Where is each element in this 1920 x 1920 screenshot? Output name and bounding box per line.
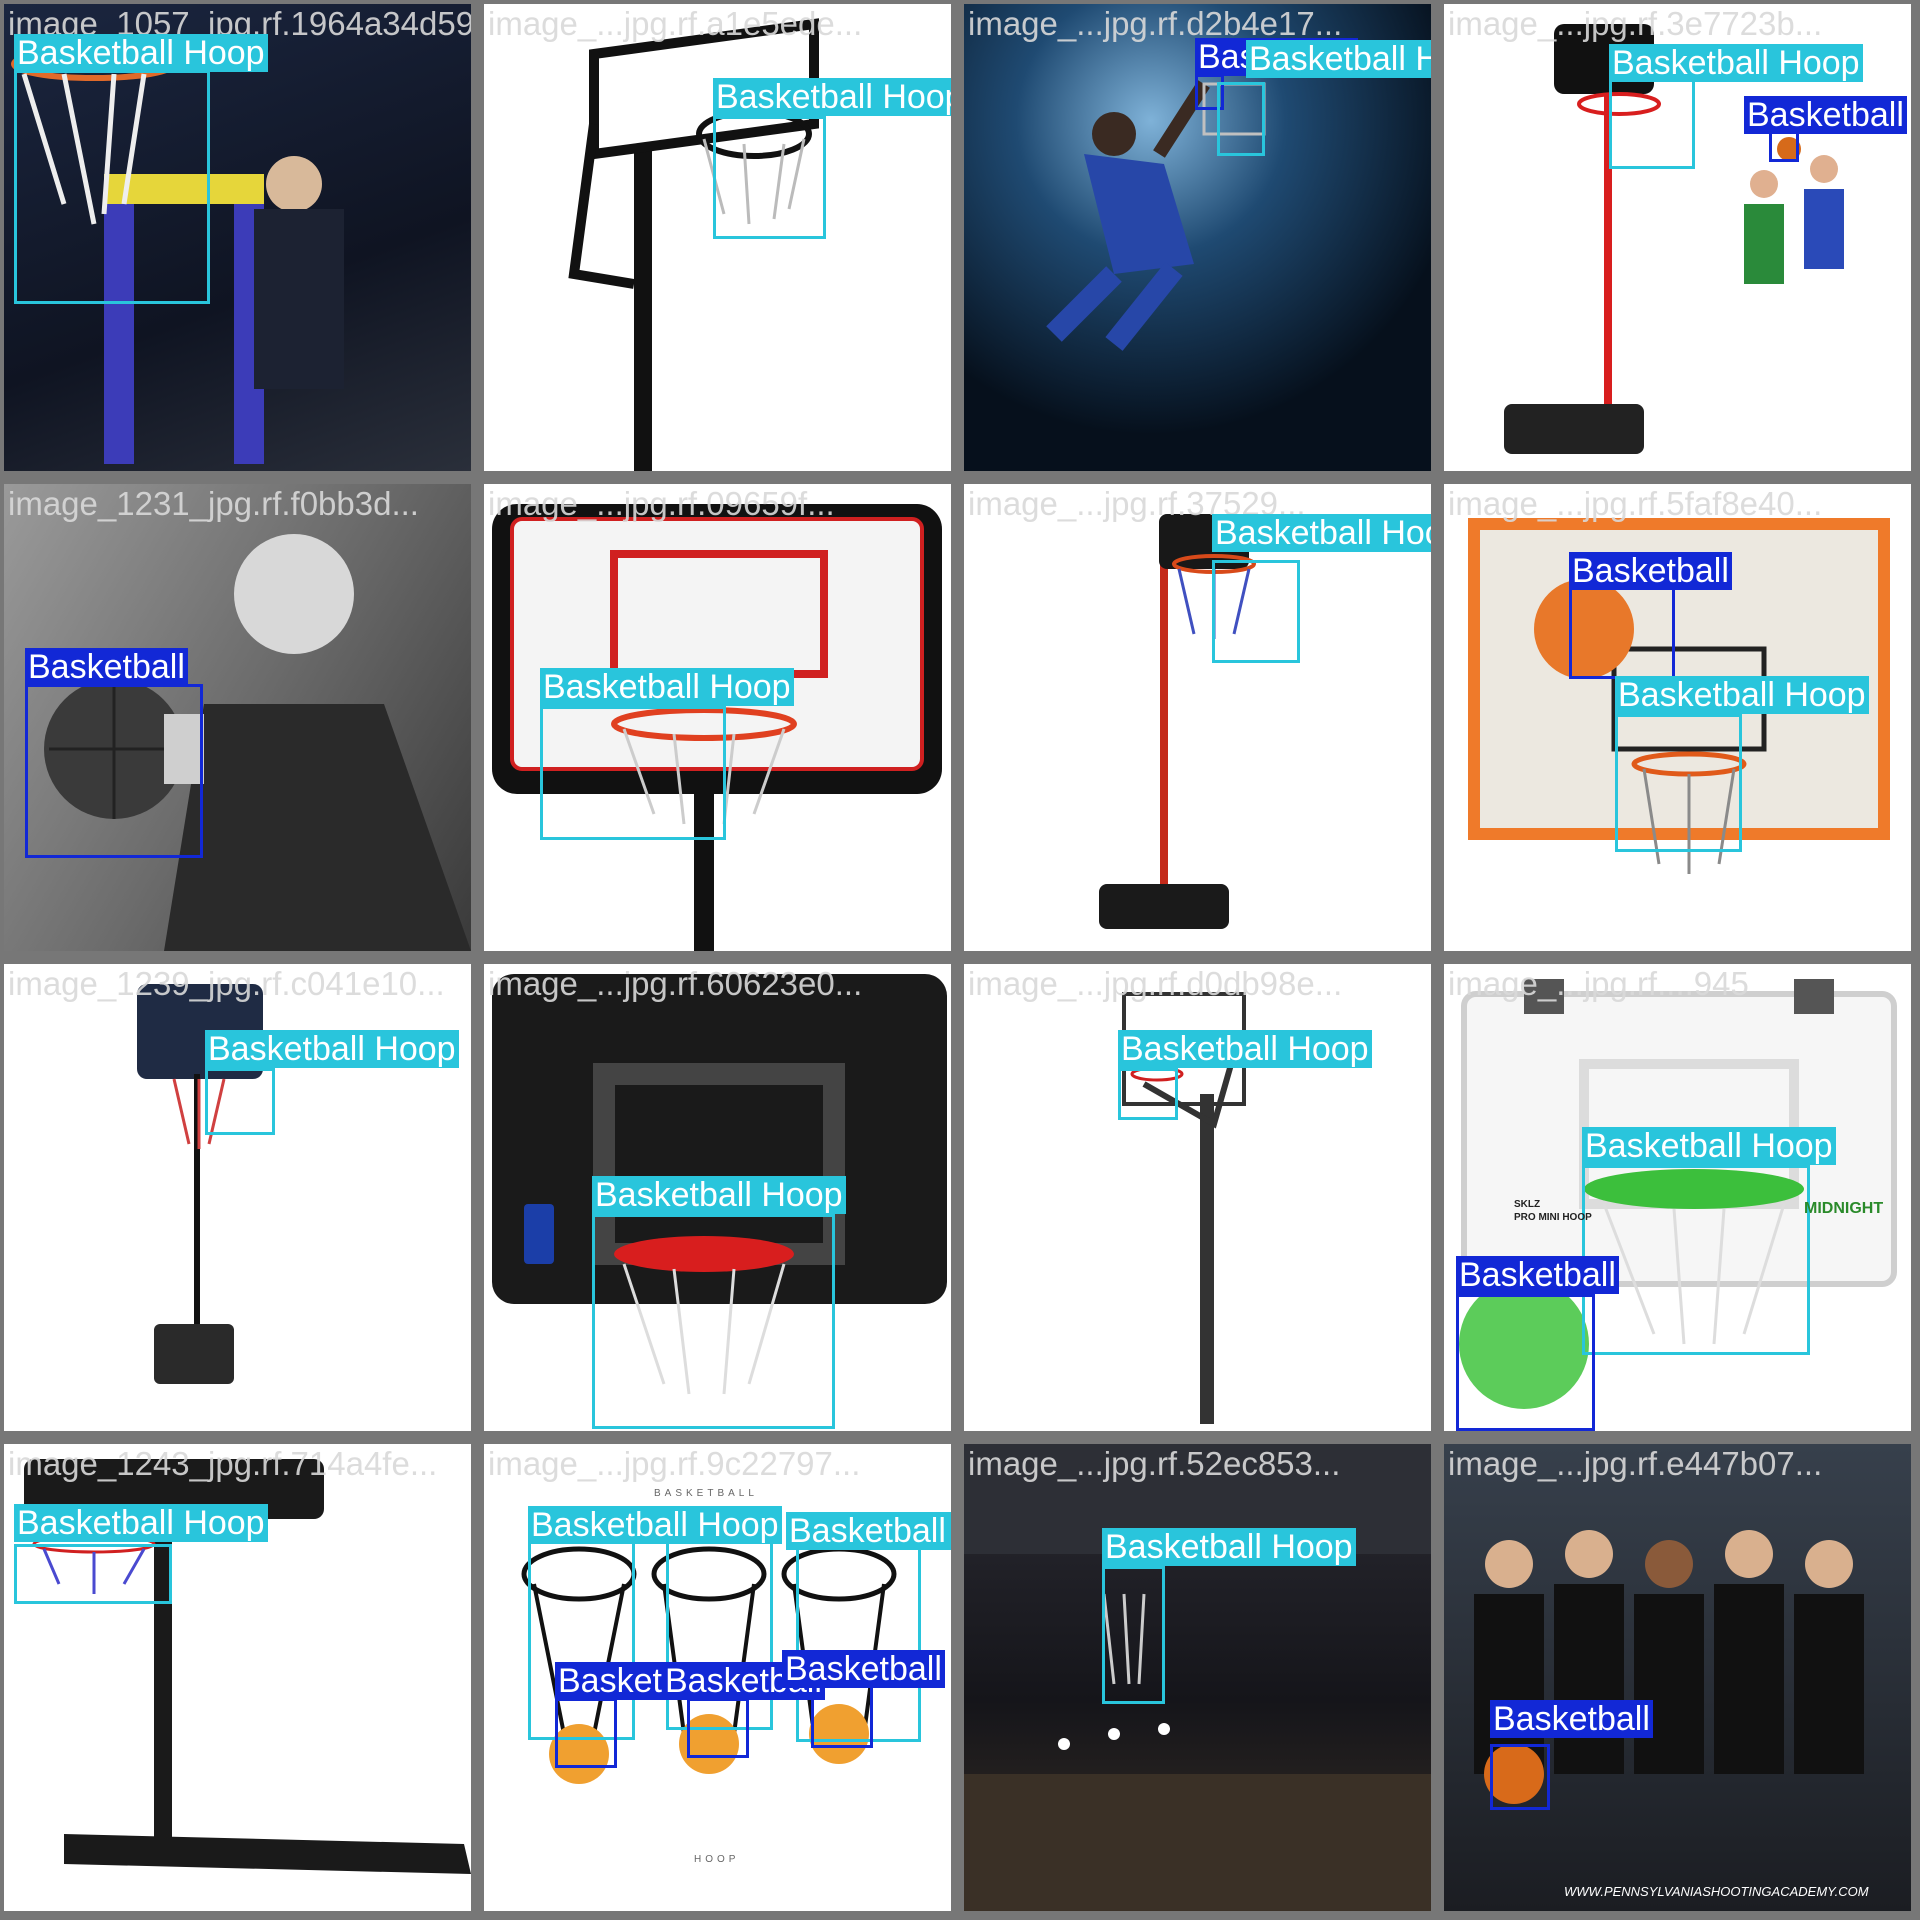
tile-9: image_1239_jpg.rf.c041e10... Basketball … bbox=[4, 964, 471, 1431]
tile-8-filename: image_...jpg.rf.5faf8e40... bbox=[1448, 485, 1823, 522]
hoop-label: Basketball Hoop bbox=[205, 1030, 459, 1068]
tile-3-scene bbox=[1046, 80, 1266, 351]
basketball-label: Basketball bbox=[1490, 1700, 1653, 1738]
hoop-label: Basketball Hoop bbox=[1102, 1528, 1356, 1566]
tile-16: image_...jpg.rf.e447b07... Basketball WW… bbox=[1444, 1444, 1911, 1911]
hoop-label: Basketball Hoop bbox=[14, 1504, 268, 1542]
tile-5: image_1231_jpg.rf.f0bb3d... Basketball bbox=[4, 484, 471, 951]
basketball-box bbox=[1456, 1294, 1595, 1431]
hoop-box bbox=[1615, 714, 1742, 852]
tile-13-filename: image_1243_jpg.rf.714a4fe... bbox=[8, 1445, 438, 1482]
hoop-label: Basketball Hoop bbox=[540, 668, 794, 706]
basketball-label: Basketball bbox=[1744, 96, 1907, 134]
basketball-box bbox=[1490, 1744, 1550, 1810]
hoop-label: Basketball Hoop bbox=[528, 1506, 782, 1544]
tile-15-filename: image_...jpg.rf.52ec853... bbox=[968, 1445, 1341, 1482]
tile-15-scene bbox=[964, 1444, 1431, 1911]
tile-5-scene bbox=[44, 534, 471, 951]
hoop-box bbox=[1102, 1566, 1165, 1704]
basketball-box bbox=[25, 684, 203, 858]
tile-1: image_1057_jpg.rf.1964a34d59a9e7d6548f..… bbox=[4, 4, 471, 471]
tile-12-filename: image_...jpg.rf....945 bbox=[1448, 965, 1749, 1002]
tile-4: image_...jpg.rf.3e7723b... Basketball Ho… bbox=[1444, 4, 1911, 471]
basketball-label: Basketball bbox=[1569, 552, 1732, 590]
hoop-box bbox=[14, 70, 210, 304]
tile-14-filename: image_...jpg.rf.9c22797... bbox=[488, 1445, 861, 1482]
basketball-box bbox=[555, 1698, 617, 1768]
hoop-box bbox=[14, 1544, 172, 1604]
hoop-label: Basketball Hoop bbox=[786, 1512, 951, 1550]
tile-14: image_...jpg.rf.9c22797... BASKETBALL HO… bbox=[484, 1444, 951, 1911]
hoop-label: Basketball Hoop bbox=[1246, 40, 1431, 78]
poster-title: BASKETBALL bbox=[654, 1488, 758, 1499]
tile-16-scene bbox=[1474, 1530, 1864, 1804]
tile-9-scene bbox=[137, 984, 263, 1384]
tile-10: image_...jpg.rf.60623e0... Basketball Ho… bbox=[484, 964, 951, 1431]
tile-7-scene bbox=[1099, 514, 1256, 929]
basketball-label: Basketball bbox=[1456, 1256, 1619, 1294]
tile-16-filename: image_...jpg.rf.e447b07... bbox=[1448, 1445, 1823, 1482]
hoop-box bbox=[592, 1214, 835, 1429]
hoop-label: Basketball Hoop bbox=[1212, 514, 1431, 552]
basketball-box bbox=[687, 1698, 749, 1758]
basketball-label: Basketball bbox=[782, 1650, 945, 1688]
hoop-box bbox=[1212, 560, 1300, 663]
tile-9-filename: image_1239_jpg.rf.c041e10... bbox=[8, 965, 445, 1002]
hoop-label: Basketball Hoop bbox=[592, 1176, 846, 1214]
poster-footer: HOOP bbox=[694, 1854, 740, 1865]
tile-3-filename: image_...jpg.rf.d2b4e17... bbox=[968, 5, 1343, 42]
tile-15: image_...jpg.rf.52ec853... Basketball Ho… bbox=[964, 1444, 1431, 1911]
tile-3: image_...jpg.rf.d2b4e17... Basketball Ba… bbox=[964, 4, 1431, 471]
tile-12: image_...jpg.rf....945 Basketball Hoop B… bbox=[1444, 964, 1911, 1431]
basketball-label: Basketball bbox=[25, 648, 188, 686]
sklz-brand: SKLZ bbox=[1514, 1199, 1541, 1210]
tile-10-filename: image_...jpg.rf.60623e0... bbox=[488, 965, 863, 1002]
hoop-box bbox=[713, 116, 826, 239]
tile-2: image_...jpg.rf.a1e5ede... Basketball Ho… bbox=[484, 4, 951, 471]
hoop-label: Basketball Hoop bbox=[14, 34, 268, 72]
tile-13: image_1243_jpg.rf.714a4fe... Basketball … bbox=[4, 1444, 471, 1911]
tile-6-filename: image_...jpg.rf.09659f... bbox=[488, 485, 835, 522]
tile-5-filename: image_1231_jpg.rf.f0bb3d... bbox=[8, 485, 419, 522]
tile-11-filename: image_...jpg.rf.d0db98e... bbox=[968, 965, 1343, 1002]
tile-6: image_...jpg.rf.09659f... Basketball Hoo… bbox=[484, 484, 951, 951]
hoop-box bbox=[1118, 1068, 1178, 1120]
tile-11: image_...jpg.rf.d0db98e... Basketball Ho… bbox=[964, 964, 1431, 1431]
hoop-box bbox=[540, 706, 726, 840]
sklz-title: PRO MINI HOOP bbox=[1514, 1212, 1592, 1223]
hoop-label: Basketball Hoop bbox=[1118, 1030, 1372, 1068]
hoop-box bbox=[1609, 74, 1695, 169]
hoop-box bbox=[205, 1068, 275, 1135]
watermark: WWW.PENNSYLVANIASHOOTINGACADEMY.COM bbox=[1564, 1884, 1869, 1899]
hoop-label: Basketball Hoop bbox=[1615, 676, 1869, 714]
tile-7: image_...jpg.rf.37529... Basketball Hoop bbox=[964, 484, 1431, 951]
hoop-box bbox=[1217, 82, 1265, 156]
tile-2-filename: image_...jpg.rf.a1e5ede... bbox=[488, 5, 863, 42]
midnight-logo: MIDNIGHT bbox=[1804, 1200, 1884, 1217]
tile-8: image_...jpg.rf.5faf8e40... Basketball B… bbox=[1444, 484, 1911, 951]
hoop-label: Basketball Hoop bbox=[1609, 44, 1863, 82]
hoop-label: Basketball Hoop bbox=[1582, 1127, 1836, 1165]
tile-4-filename: image_...jpg.rf.3e7723b... bbox=[1448, 5, 1823, 42]
hoop-label: Basketball Hoop bbox=[713, 78, 951, 116]
tile-4-scene bbox=[1504, 24, 1844, 454]
